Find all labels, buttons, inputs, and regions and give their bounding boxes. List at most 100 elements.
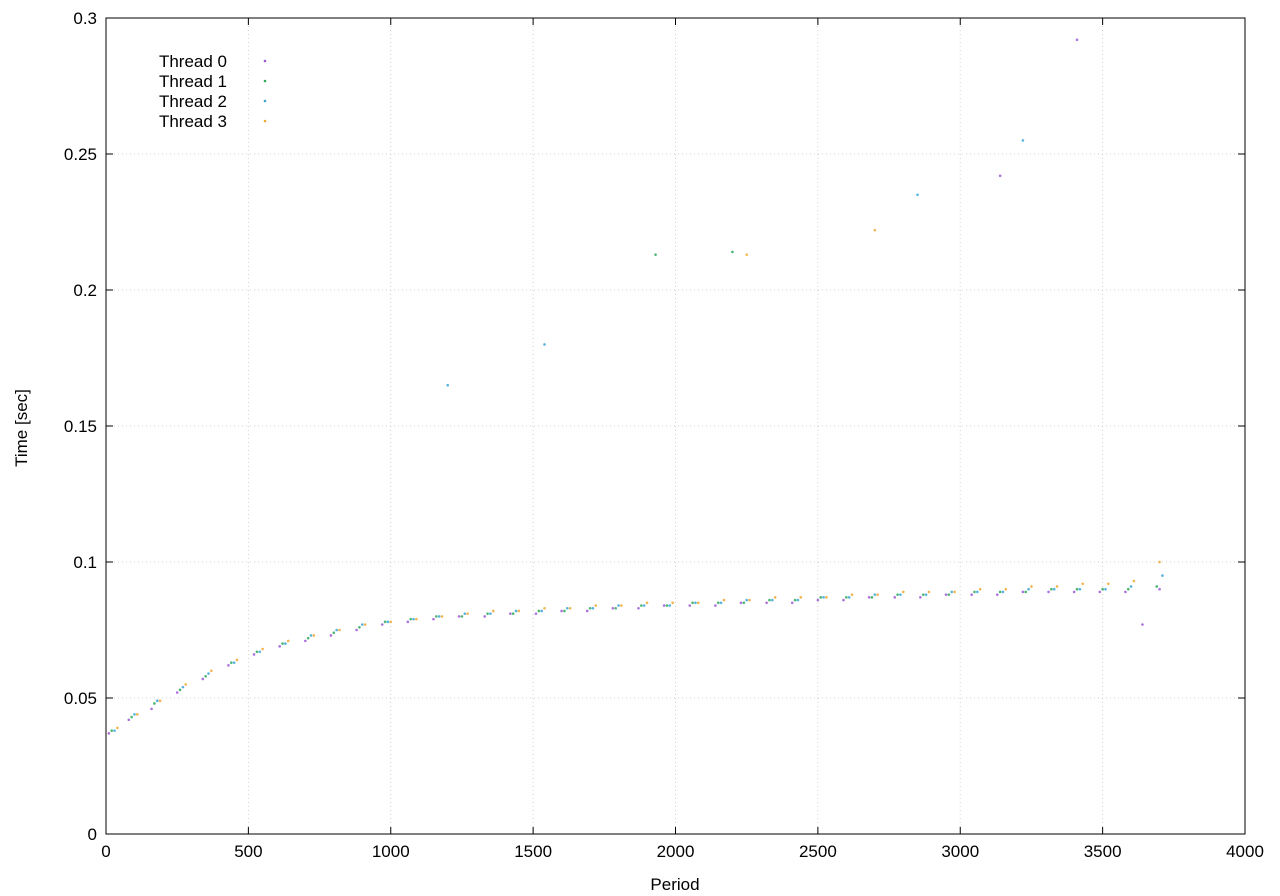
data-point-thread-3 — [696, 601, 700, 605]
data-point-thread-3 — [1132, 579, 1136, 583]
data-point-thread-0 — [842, 598, 845, 602]
data-point-thread-1 — [1075, 587, 1079, 591]
data-point-thread-1 — [130, 715, 133, 719]
data-point-thread-3 — [312, 634, 316, 637]
y-tick-label: 0.15 — [64, 417, 97, 436]
y-tick-label: 0.1 — [73, 553, 97, 572]
data-point-thread-3 — [235, 658, 239, 662]
data-point-thread-0 — [1158, 587, 1161, 591]
x-tick-label: 3500 — [1084, 842, 1122, 861]
data-point-thread-0 — [944, 593, 948, 596]
data-point-thread-3 — [1055, 585, 1059, 588]
data-point-thread-0 — [457, 615, 461, 618]
data-point-thread-3 — [620, 604, 623, 607]
data-point-thread-3 — [210, 669, 213, 673]
data-point-thread-0 — [1047, 590, 1050, 594]
x-tick-label: 500 — [234, 842, 262, 861]
data-point-thread-0 — [150, 707, 153, 711]
data-point-thread-0 — [893, 596, 897, 599]
data-point-thread-0 — [127, 718, 131, 722]
x-tick-labels: 0 500 1000 1500 2000 2500 3000 3500 4000 — [101, 842, 1264, 861]
data-point-thread-3 — [1030, 585, 1033, 588]
legend-swatch-thread-1 — [263, 79, 267, 83]
data-point-thread-1 — [614, 606, 618, 610]
data-point-thread-0 — [1098, 590, 1102, 594]
data-point-thread-0 — [509, 612, 512, 615]
data-point-thread-2 — [565, 606, 569, 610]
data-point-thread-3 — [873, 228, 877, 232]
data-points — [107, 38, 1164, 735]
data-point-thread-0 — [995, 593, 999, 596]
data-point-thread-2 — [514, 609, 518, 613]
x-tick-label: 4000 — [1226, 842, 1264, 861]
legend-label-thread-1: Thread 1 — [159, 72, 227, 91]
data-point-thread-0 — [919, 596, 922, 599]
data-point-thread-1 — [768, 598, 771, 602]
data-point-thread-1 — [665, 604, 669, 607]
data-point-thread-2 — [540, 609, 543, 613]
data-point-thread-2 — [155, 699, 159, 703]
data-point-thread-0 — [201, 677, 205, 681]
data-point-thread-3 — [645, 601, 649, 605]
legend-label-thread-0: Thread 0 — [159, 52, 227, 71]
data-point-thread-2 — [1129, 585, 1133, 588]
data-point-thread-0 — [406, 620, 410, 624]
data-point-thread-3 — [286, 639, 290, 643]
data-point-thread-1 — [1050, 587, 1053, 591]
data-point-thread-1 — [281, 642, 284, 645]
data-point-thread-3 — [745, 253, 748, 256]
data-point-thread-2 — [796, 598, 800, 602]
data-point-thread-0 — [1072, 590, 1076, 594]
data-point-thread-0 — [714, 604, 717, 607]
data-point-thread-3 — [136, 713, 139, 716]
data-point-thread-3 — [773, 596, 777, 599]
legend-label-thread-2: Thread 2 — [159, 92, 227, 111]
data-point-thread-1 — [742, 601, 746, 605]
data-point-thread-2 — [335, 628, 338, 632]
data-point-thread-3 — [850, 593, 854, 596]
data-point-thread-2 — [258, 650, 262, 654]
data-point-thread-3 — [799, 596, 803, 599]
y-tick-labels: 0 0.05 0.1 0.15 0.2 0.25 0.3 — [64, 9, 97, 844]
x-tick-label: 2500 — [799, 842, 837, 861]
legend-swatch-thread-2 — [263, 99, 267, 103]
data-point-thread-3 — [389, 620, 393, 624]
data-point-thread-1 — [793, 598, 797, 602]
data-point-thread-1 — [358, 625, 361, 629]
data-point-thread-3 — [261, 647, 264, 651]
data-point-thread-3 — [722, 598, 726, 602]
data-point-thread-1 — [409, 617, 412, 621]
y-tick-label: 0.05 — [64, 689, 97, 708]
data-point-thread-3 — [158, 699, 162, 703]
data-point-thread-2 — [924, 593, 928, 596]
data-point-thread-3 — [338, 628, 341, 632]
x-tick-label: 1500 — [514, 842, 552, 861]
data-point-thread-0 — [355, 628, 358, 632]
x-tick-label: 0 — [101, 842, 110, 861]
data-point-thread-0 — [278, 645, 281, 648]
data-point-thread-3 — [825, 596, 828, 599]
data-point-thread-3 — [594, 604, 598, 607]
data-point-thread-3 — [978, 587, 982, 591]
x-tick-label: 1000 — [372, 842, 410, 861]
data-point-thread-2 — [771, 598, 774, 602]
data-point-thread-1 — [1155, 585, 1159, 588]
data-point-thread-2 — [745, 598, 748, 602]
data-point-thread-1 — [973, 590, 976, 594]
data-point-thread-1 — [178, 688, 182, 692]
data-point-thread-3 — [927, 590, 931, 594]
data-point-thread-3 — [116, 726, 119, 730]
data-point-thread-1 — [921, 593, 925, 596]
data-point-thread-2 — [976, 590, 979, 594]
data-point-thread-3 — [517, 609, 521, 613]
data-point-thread-2 — [284, 642, 287, 645]
data-point-thread-3 — [543, 606, 546, 610]
data-point-thread-2 — [1052, 587, 1056, 591]
data-point-thread-2 — [1078, 587, 1082, 591]
data-point-thread-2 — [543, 343, 546, 346]
data-point-thread-1 — [654, 253, 657, 256]
data-point-thread-1 — [1126, 587, 1130, 591]
data-point-thread-2 — [694, 601, 697, 605]
data-point-thread-2 — [309, 634, 313, 637]
data-point-thread-0 — [765, 601, 768, 605]
